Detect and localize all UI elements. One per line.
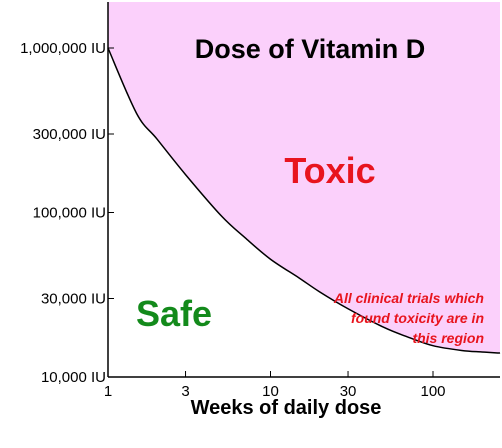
chart-title: Dose of Vitamin D bbox=[195, 34, 426, 64]
y-tick-label-0: 10,000 IU bbox=[41, 369, 106, 386]
x-tick-label-0: 1 bbox=[104, 383, 112, 400]
annotation-line-1: All clinical trials which bbox=[333, 290, 484, 306]
x-tick-label-4: 100 bbox=[420, 383, 445, 400]
toxicity-boundary-curve bbox=[107, 47, 501, 354]
x-axis-title: Weeks of daily dose bbox=[191, 397, 382, 419]
safe-region-label: Safe bbox=[136, 293, 212, 334]
y-axis-ticks: 10,000 IU 30,000 IU 100,000 IU 300,000 IU 1,… bbox=[20, 40, 114, 386]
y-tick-label-1: 30,000 IU bbox=[41, 291, 106, 308]
y-tick-label-3: 300,000 IU bbox=[33, 126, 106, 143]
x-tick-label-1: 3 bbox=[181, 383, 189, 400]
toxic-region bbox=[108, 2, 500, 354]
annotation-line-3: this region bbox=[412, 330, 484, 346]
y-tick-label-2: 100,000 IU bbox=[33, 205, 106, 222]
x-tick-label-3: 30 bbox=[340, 383, 357, 400]
x-tick-label-2: 10 bbox=[262, 383, 279, 400]
x-axis-ticks: 1 3 10 30 100 bbox=[104, 371, 446, 400]
annotation-line-2: found toxicity are in bbox=[351, 310, 484, 326]
toxic-region-label: Toxic bbox=[284, 150, 375, 191]
y-tick-label-4: 1,000,000 IU bbox=[20, 40, 106, 57]
